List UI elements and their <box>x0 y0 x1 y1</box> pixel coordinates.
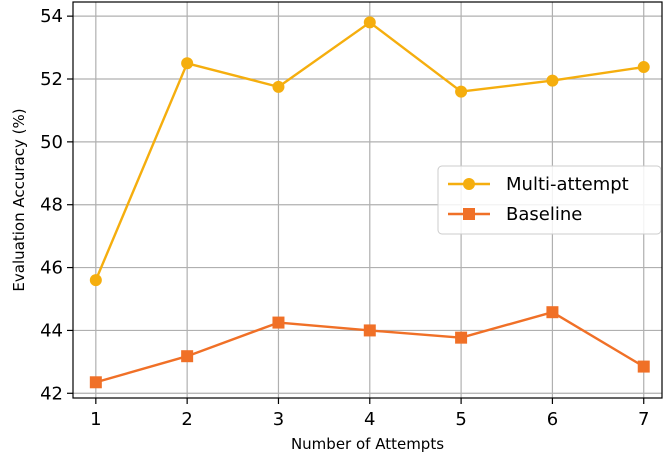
legend-item: Multi-attempt <box>448 174 629 195</box>
x-tick-label: 3 <box>273 409 284 430</box>
data-point <box>637 61 650 74</box>
x-tick-label: 4 <box>364 409 375 430</box>
x-tick-label: 5 <box>455 409 466 430</box>
x-axis-label: Number of Attempts <box>291 435 444 453</box>
x-tick-label: 7 <box>638 409 649 430</box>
series-layer <box>89 16 650 389</box>
legend-label: Multi-attempt <box>506 174 629 195</box>
y-tick-label: 48 <box>40 195 63 216</box>
data-point <box>455 331 468 344</box>
data-point <box>546 306 559 319</box>
data-point <box>637 360 650 373</box>
legend-marker <box>463 178 475 190</box>
data-point <box>272 316 285 329</box>
y-tick-label: 50 <box>40 132 63 153</box>
axis-ticks: 1 2 3 4 5 6 7 42 44 46 48 50 52 54 <box>40 6 649 430</box>
y-tick-label: 46 <box>40 258 63 279</box>
data-point <box>363 324 376 337</box>
data-point <box>89 274 102 287</box>
data-point <box>89 376 102 389</box>
data-point <box>181 57 194 70</box>
data-point <box>455 85 468 98</box>
y-tick-label: 52 <box>40 69 63 90</box>
x-tick-label: 1 <box>90 409 101 430</box>
x-tick-label: 2 <box>181 409 192 430</box>
x-tick-label: 6 <box>547 409 558 430</box>
y-tick-label: 44 <box>40 320 63 341</box>
legend-label: Baseline <box>506 204 582 225</box>
data-point <box>363 16 376 29</box>
y-tick-label: 54 <box>40 6 63 27</box>
data-point <box>546 74 559 87</box>
legend-item: Baseline <box>448 204 582 225</box>
legend: Multi-attempt Baseline <box>437 165 662 235</box>
data-point <box>272 80 285 93</box>
legend-box <box>437 165 662 235</box>
data-point <box>181 350 194 363</box>
legend-marker <box>463 208 475 220</box>
y-tick-label: 42 <box>40 383 63 404</box>
series-baseline <box>89 306 650 389</box>
series-multi-attempt <box>89 16 650 287</box>
y-axis-label: Evaluation Accuracy (%) <box>10 108 28 291</box>
plot-frame <box>72 1 663 399</box>
